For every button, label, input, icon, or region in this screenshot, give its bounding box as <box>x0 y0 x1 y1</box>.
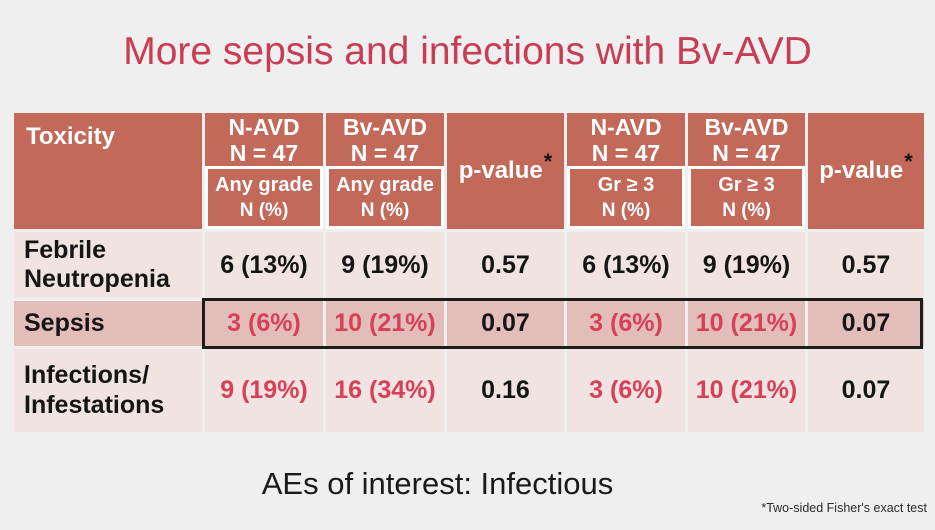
cell-infections-anygrade-navd: 9 (19%) <box>205 349 323 432</box>
grade-label: Gr ≥ 3 <box>597 174 655 196</box>
grade-label: Any grade <box>215 174 313 196</box>
arm-n-line: N = 47 <box>350 139 420 166</box>
cell-febrile-pvalue-gr3: 0.57 <box>808 232 924 298</box>
metric-label: N (%) <box>360 200 410 221</box>
col-header-bvavd-gr3: Bv-AVD N = 47 Gr ≥ 3 N (%) <box>688 113 805 229</box>
cell-infections-gr3-bvavd: 10 (21%) <box>688 349 805 432</box>
row-label-sepsis: Sepsis <box>14 301 202 346</box>
cell-sepsis-gr3-navd: 3 (6%) <box>567 301 685 346</box>
pvalue-label: p-value <box>458 157 543 184</box>
pvalue-asterisk: * <box>543 149 553 174</box>
arm-name-line: N-AVD <box>590 113 662 140</box>
row-label-line: Infections/ <box>24 361 150 389</box>
cell-sepsis-pvalue-anygrade: 0.07 <box>447 301 564 346</box>
col-header-navd-anygrade: N-AVD N = 47 Any grade N (%) <box>205 113 323 229</box>
col-header-pvalue-anygrade: p-value * <box>447 113 564 229</box>
cell-infections-pvalue-gr3: 0.07 <box>808 349 924 432</box>
arm-name-bvavd: Bv-AVD N = 47 <box>688 113 805 166</box>
cell-febrile-anygrade-bvavd: 9 (19%) <box>326 232 444 298</box>
metric-label: N (%) <box>239 200 289 221</box>
col-header-bvavd-anygrade: Bv-AVD N = 47 Any grade N (%) <box>326 113 444 229</box>
row-label-infections-infestations: Infections/ Infestations <box>14 349 202 432</box>
slide-title: More sepsis and infections with Bv-AVD <box>123 30 812 73</box>
col-header-toxicity: Toxicity <box>14 113 202 229</box>
cell-sepsis-anygrade-navd: 3 (6%) <box>205 301 323 346</box>
row-label-line: Neutropenia <box>24 265 170 293</box>
arm-n-line: N = 47 <box>591 139 661 166</box>
cell-febrile-anygrade-navd: 6 (13%) <box>205 232 323 298</box>
pvalue-label: p-value <box>819 157 904 184</box>
metric-label: N (%) <box>601 200 651 221</box>
arm-n-line: N = 47 <box>229 139 299 166</box>
arm-name-bvavd: Bv-AVD N = 47 <box>326 113 444 166</box>
cell-infections-pvalue-anygrade: 0.16 <box>447 349 564 432</box>
row-label-febrile-neutropenia: Febrile Neutropenia <box>14 232 202 298</box>
cell-infections-anygrade-bvavd: 16 (34%) <box>326 349 444 432</box>
footnote: *Two-sided Fisher's exact test <box>761 501 927 515</box>
cell-febrile-pvalue-anygrade: 0.57 <box>447 232 564 298</box>
arm-name-navd: N-AVD N = 47 <box>205 113 323 166</box>
cell-infections-gr3-navd: 3 (6%) <box>567 349 685 432</box>
subheader-gr3-box: Gr ≥ 3 N (%) <box>688 166 805 229</box>
col-header-pvalue-gr3: p-value * <box>808 113 924 229</box>
row-label-line: Infestations <box>24 390 165 419</box>
caption: AEs of interest: Infectious <box>261 466 614 501</box>
grade-label: Any grade <box>336 174 434 196</box>
cell-sepsis-anygrade-bvavd: 10 (21%) <box>326 301 444 346</box>
col-header-navd-gr3: N-AVD N = 47 Gr ≥ 3 N (%) <box>567 113 685 229</box>
row-label-line: Febrile <box>24 235 106 264</box>
cell-sepsis-gr3-bvavd: 10 (21%) <box>688 301 805 346</box>
grade-label: Gr ≥ 3 <box>718 174 775 196</box>
arm-name-line: N-AVD <box>228 113 300 140</box>
cell-febrile-gr3-navd: 6 (13%) <box>567 232 685 298</box>
row-label-line: Sepsis <box>24 308 105 337</box>
toxicity-table: Toxicity N-AVD N = 47 Any grade N (%) Bv… <box>14 113 924 432</box>
arm-name-navd: N-AVD N = 47 <box>567 113 685 166</box>
metric-label: N (%) <box>722 200 771 221</box>
subheader-anygrade-box: Any grade N (%) <box>326 166 444 229</box>
arm-name-line: Bv-AVD <box>343 113 427 140</box>
arm-name-line: Bv-AVD <box>704 113 789 140</box>
subheader-anygrade-box: Any grade N (%) <box>205 166 323 229</box>
subheader-gr3-box: Gr ≥ 3 N (%) <box>567 166 685 229</box>
pvalue-asterisk: * <box>904 149 913 174</box>
cell-febrile-gr3-bvavd: 9 (19%) <box>688 232 805 298</box>
arm-n-line: N = 47 <box>712 139 781 166</box>
cell-sepsis-pvalue-gr3: 0.07 <box>808 301 924 346</box>
